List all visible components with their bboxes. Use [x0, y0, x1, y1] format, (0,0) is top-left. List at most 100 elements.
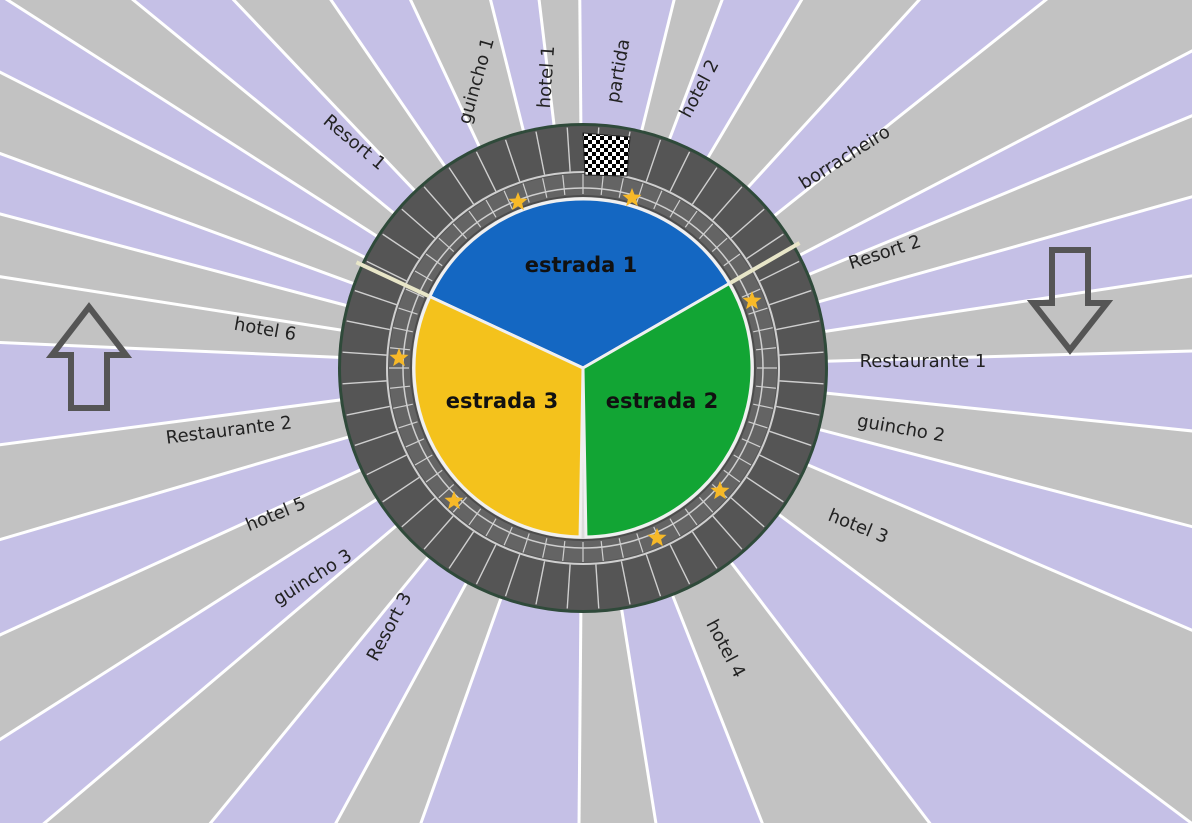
track-cell-line — [542, 538, 548, 558]
track-cell-line — [390, 385, 411, 389]
track-cell-line — [401, 208, 436, 239]
ray-line — [334, 569, 475, 823]
track-cell-line — [366, 260, 407, 282]
track-cell-line — [562, 175, 566, 196]
track-cell-line — [691, 167, 718, 205]
track-cell-line — [779, 380, 824, 385]
track-cell-line — [753, 327, 773, 333]
track-cell-line — [542, 178, 548, 198]
ray-line — [699, 0, 804, 171]
star-icon — [647, 528, 667, 547]
track-cell-line — [776, 405, 820, 416]
track-cell-line — [405, 288, 425, 298]
ray-line — [0, 490, 390, 742]
track-cell-line — [452, 223, 468, 240]
track-cell-line — [684, 508, 698, 526]
track-cell-line — [452, 496, 468, 513]
track-cell-line — [393, 327, 413, 333]
track-cell-line — [423, 186, 454, 221]
track-cell-line — [448, 531, 475, 569]
ray-line — [805, 424, 1192, 529]
star-icon — [389, 348, 409, 367]
track-cell-line — [636, 183, 644, 203]
track-cell-line — [712, 515, 743, 550]
ray-line — [577, 597, 583, 823]
ray-line — [0, 151, 368, 290]
ray-line — [0, 431, 363, 542]
ray-line — [0, 341, 354, 360]
track-cell-line — [566, 564, 571, 609]
track-cell-line — [398, 421, 418, 429]
track-cell-line — [711, 237, 728, 253]
track-cell-line — [535, 561, 546, 605]
track-cell-line — [503, 526, 513, 546]
track-cell-line — [600, 175, 604, 196]
ray-line — [617, 594, 658, 823]
track-cell-line — [645, 554, 662, 597]
ray-line — [812, 349, 1192, 364]
track-cell-line — [346, 405, 390, 416]
track-cell-line — [468, 210, 482, 228]
track-cell-line — [475, 544, 497, 585]
track-cell-line — [620, 561, 631, 605]
track-cell-line — [769, 430, 812, 447]
track-cell-line — [468, 508, 482, 526]
ray-line — [793, 457, 1192, 632]
ray-line — [786, 49, 1192, 264]
star-markers — [389, 188, 762, 547]
track-cell-line — [669, 151, 691, 192]
estrada-2-label: estrada 2 — [606, 389, 718, 413]
track-cell-line — [354, 430, 397, 447]
ray-line — [42, 515, 409, 823]
track-cell-line — [712, 186, 743, 221]
track-cell-line — [504, 139, 521, 182]
track-cell-line — [730, 208, 765, 239]
direction-arrows — [45, 247, 1114, 411]
ray-line — [231, 0, 426, 203]
road-sectors: estrada 1 estrada 2 estrada 3 — [355, 197, 801, 539]
estrada-1-label: estrada 1 — [525, 253, 637, 277]
track-cell-line — [746, 476, 784, 503]
ray-line — [329, 0, 455, 180]
start-flag — [582, 132, 631, 177]
track-cell-line — [393, 403, 413, 409]
road-divider — [355, 260, 430, 298]
track-cell-line — [382, 476, 420, 503]
track-cell-line — [645, 139, 662, 182]
track-cell-line — [600, 540, 604, 561]
star-icon — [508, 192, 528, 211]
track-cell-line — [669, 199, 681, 218]
track-cell-line — [653, 190, 663, 210]
track-cell-line — [733, 454, 752, 466]
track-cell-line — [382, 233, 420, 260]
track-cell-line — [401, 497, 436, 528]
lane-divider — [386, 171, 780, 565]
estrada-2-sector — [581, 281, 754, 539]
track-cell-line — [522, 533, 530, 553]
track-cell-line — [759, 260, 800, 282]
track-cell-line — [535, 131, 546, 175]
space-label-restaurante-1: Restaurante 1 — [860, 351, 987, 372]
track-cell-line — [566, 127, 571, 172]
space-label-hotel-1: hotel 1 — [534, 45, 559, 109]
ray-line — [131, 0, 406, 224]
track-cell-line — [698, 496, 714, 513]
ray-line — [762, 0, 1049, 226]
track-cell-line — [595, 564, 600, 609]
track-cell-line — [669, 518, 681, 537]
estrada-3-label: estrada 3 — [446, 389, 558, 413]
ray-line — [0, 462, 375, 637]
track-cell-line — [425, 253, 443, 267]
track-cell-line — [504, 554, 521, 597]
ray-line — [810, 274, 1192, 336]
track-cell-line — [746, 233, 784, 260]
track-cell-line — [354, 289, 397, 306]
ray-line — [811, 390, 1192, 433]
ray-line — [4, 0, 391, 246]
track-cell-line — [730, 497, 765, 528]
track-cell-line — [390, 347, 411, 351]
ray-line — [766, 504, 1192, 823]
arrow-down-icon — [1026, 247, 1114, 355]
